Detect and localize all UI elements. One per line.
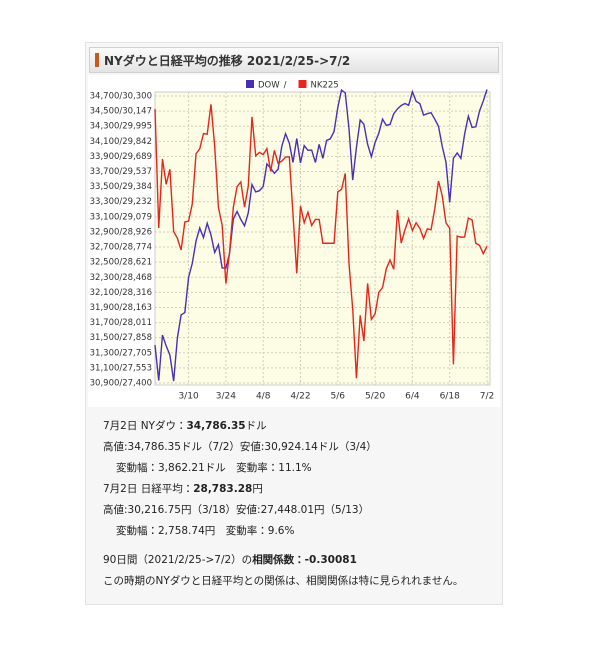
x-tick-label: 6/18	[440, 392, 460, 402]
x-tick-label: 3/24	[216, 392, 236, 402]
y-tick-label: 32,300/28,468	[90, 273, 152, 283]
y-tick-label: 31,100/27,553	[90, 363, 152, 373]
info-line: 7月2日 NYダウ：34,786.35ドル	[103, 416, 463, 437]
y-tick-label: 34,300/29,995	[90, 122, 152, 132]
y-tick-label: 32,100/28,316	[90, 288, 152, 298]
info-line: 変動幅：2,758.74円 変動率：9.6%	[103, 521, 463, 542]
series-line	[154, 104, 488, 379]
info-text: 円	[252, 483, 263, 495]
x-tick-label: 4/8	[256, 392, 271, 402]
y-tick-label: 33,100/29,079	[90, 212, 152, 222]
info-line: 高値:34,786.35ドル（7/2）安値:30,924.14ドル（3/4）	[103, 437, 463, 458]
chart-title: NYダウと日経平均の推移 2021/2/25->7/2	[104, 54, 351, 68]
legend-label: NK225	[311, 81, 339, 91]
info-line: 高値:30,216.75円（3/18）安値:27,448.01円（5/13）	[103, 500, 463, 521]
title-marker	[95, 53, 99, 67]
y-tick-label: 34,700/30,300	[90, 92, 152, 102]
info-text: 7月2日 日経平均：	[103, 483, 194, 495]
series-line	[154, 88, 488, 382]
info-text: 7月2日 NYダウ：	[103, 420, 187, 432]
y-tick-label: 30,900/27,400	[90, 379, 152, 389]
y-tick-label: 32,900/28,926	[90, 227, 152, 237]
x-tick-label: 6/4	[405, 392, 420, 402]
y-tick-label: 33,500/29,384	[90, 182, 152, 192]
info-line: 7月2日 日経平均：28,783.28円	[103, 479, 463, 500]
legend-separator: /	[284, 81, 287, 91]
x-tick-label: 3/10	[178, 392, 198, 402]
info-value: 34,786.35	[186, 420, 246, 432]
x-tick-label: 7/2	[480, 392, 494, 402]
info-value: 28,783.28	[193, 483, 253, 495]
info-text: ドル	[245, 420, 267, 432]
y-tick-label: 31,500/27,858	[90, 333, 152, 343]
legend-swatch	[298, 80, 307, 88]
y-tick-label: 32,700/28,774	[90, 243, 152, 253]
info-text: 変動幅：2,758.74円 変動率：9.6%	[116, 525, 295, 537]
info-text: 変動幅：3,862.21ドル 変動率：11.1%	[116, 462, 312, 474]
info-text: 高値:34,786.35ドル（7/2）安値:30,924.14ドル（3/4）	[103, 441, 377, 453]
y-tick-label: 31,300/27,705	[90, 348, 152, 358]
chart: 34,700/30,300 34,500/30,147 34,300/29,995 3…	[89, 80, 495, 402]
x-tick-label: 5/20	[365, 392, 385, 402]
legend-swatch	[246, 80, 254, 88]
info-text: 高値:30,216.75円（3/18）安値:27,448.01円（5/13）	[103, 504, 370, 516]
y-tick-label: 33,900/29,689	[90, 152, 152, 162]
title-bar: NYダウと日経平均の推移 2021/2/25->7/2	[89, 47, 499, 73]
info-text: この時期のNYダウと日経平均との関係は、相関関係は特に見られれません。	[103, 575, 464, 587]
y-tick-label: 33,700/29,537	[90, 167, 152, 177]
info-text: 90日間（2021/2/25->7/2）の	[103, 554, 253, 566]
y-tick-label: 32,500/28,621	[90, 258, 152, 268]
info-line: この時期のNYダウと日経平均との関係は、相関関係は特に見られれません。	[103, 571, 463, 592]
y-tick-label: 31,700/28,011	[90, 318, 152, 328]
info-line: 90日間（2021/2/25->7/2）の相関係数：-0.30081	[103, 550, 463, 571]
legend-label: DOW	[258, 81, 280, 91]
info-value: 相関係数：-0.30081	[252, 554, 357, 566]
y-tick-label: 34,500/30,147	[90, 107, 152, 117]
y-tick-label: 31,900/28,163	[90, 303, 152, 313]
info-line: 変動幅：3,862.21ドル 変動率：11.1%	[103, 458, 463, 479]
y-tick-label: 33,300/29,232	[90, 197, 152, 207]
info: 7月2日 NYダウ：34,786.35ドル 高値:34,786.35ドル（7/2…	[103, 416, 463, 592]
y-tick-label: 34,100/29,842	[90, 137, 152, 147]
x-tick-label: 4/22	[290, 392, 310, 402]
x-tick-label: 5/6	[331, 392, 346, 402]
